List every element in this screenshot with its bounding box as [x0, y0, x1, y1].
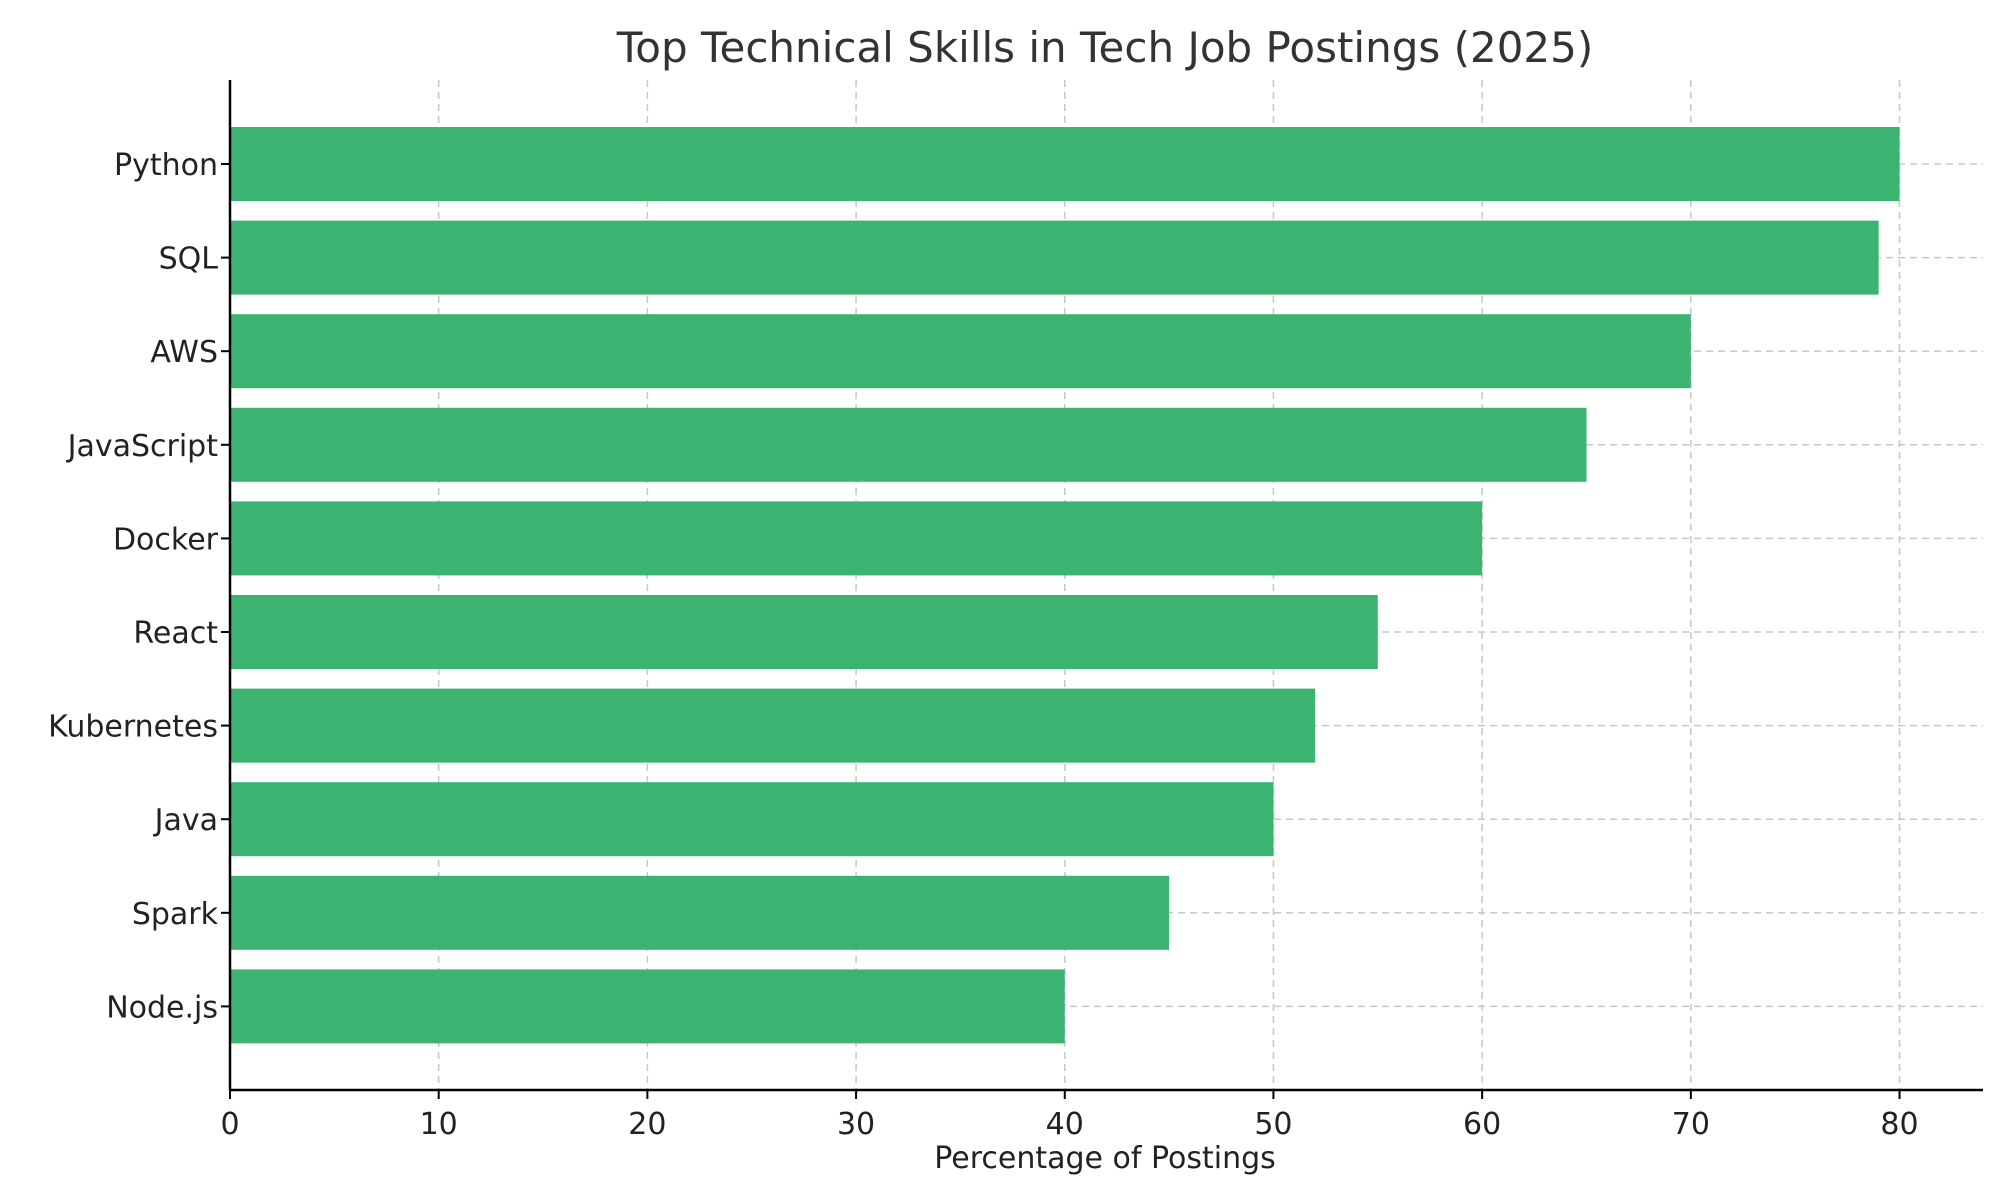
x-tick-label-60: 60 [1463, 1107, 1501, 1142]
x-axis-label: Percentage of Postings [934, 1141, 1276, 1176]
x-tick-label-70: 70 [1672, 1107, 1710, 1142]
x-tick-label-40: 40 [1046, 1107, 1084, 1142]
bar-python [230, 127, 1900, 201]
y-tick-label-java: Java [153, 803, 218, 838]
y-tick-label-python: Python [114, 148, 218, 183]
bars-layer [230, 127, 1900, 1044]
bar-java [230, 782, 1274, 857]
bar-kubernetes [230, 688, 1316, 763]
y-tick-label-javascript: JavaScript [66, 429, 219, 464]
x-tick-label-10: 10 [420, 1107, 458, 1142]
y-tick-label-node-js: Node.js [106, 990, 218, 1025]
y-tick-label-docker: Docker [113, 522, 219, 557]
x-tick-label-80: 80 [1880, 1107, 1918, 1142]
y-tick-label-sql: SQL [159, 242, 219, 277]
chart-title: Top Technical Skills in Tech Job Posting… [616, 23, 1594, 72]
y-tick-label-aws: AWS [150, 335, 218, 370]
y-tick-label-kubernetes: Kubernetes [48, 710, 218, 745]
x-tick-label-20: 20 [628, 1107, 666, 1142]
x-tick-label-30: 30 [837, 1107, 875, 1142]
bar-docker [230, 501, 1483, 576]
bar-spark [230, 875, 1170, 950]
bar-aws [230, 314, 1691, 389]
bar-sql [230, 220, 1879, 295]
x-tick-label-50: 50 [1254, 1107, 1292, 1142]
x-tick-label-0: 0 [220, 1107, 239, 1142]
bar-react [230, 595, 1378, 669]
y-tick-label-react: React [133, 616, 218, 651]
y-tick-label-spark: Spark [132, 897, 219, 932]
bar-javascript [230, 407, 1587, 482]
ticks-layer: 0 10 20 30 40 50 60 70 80 Python SQL AWS JavaScript D… [48, 148, 1918, 1142]
bar-node-js [230, 969, 1065, 1044]
